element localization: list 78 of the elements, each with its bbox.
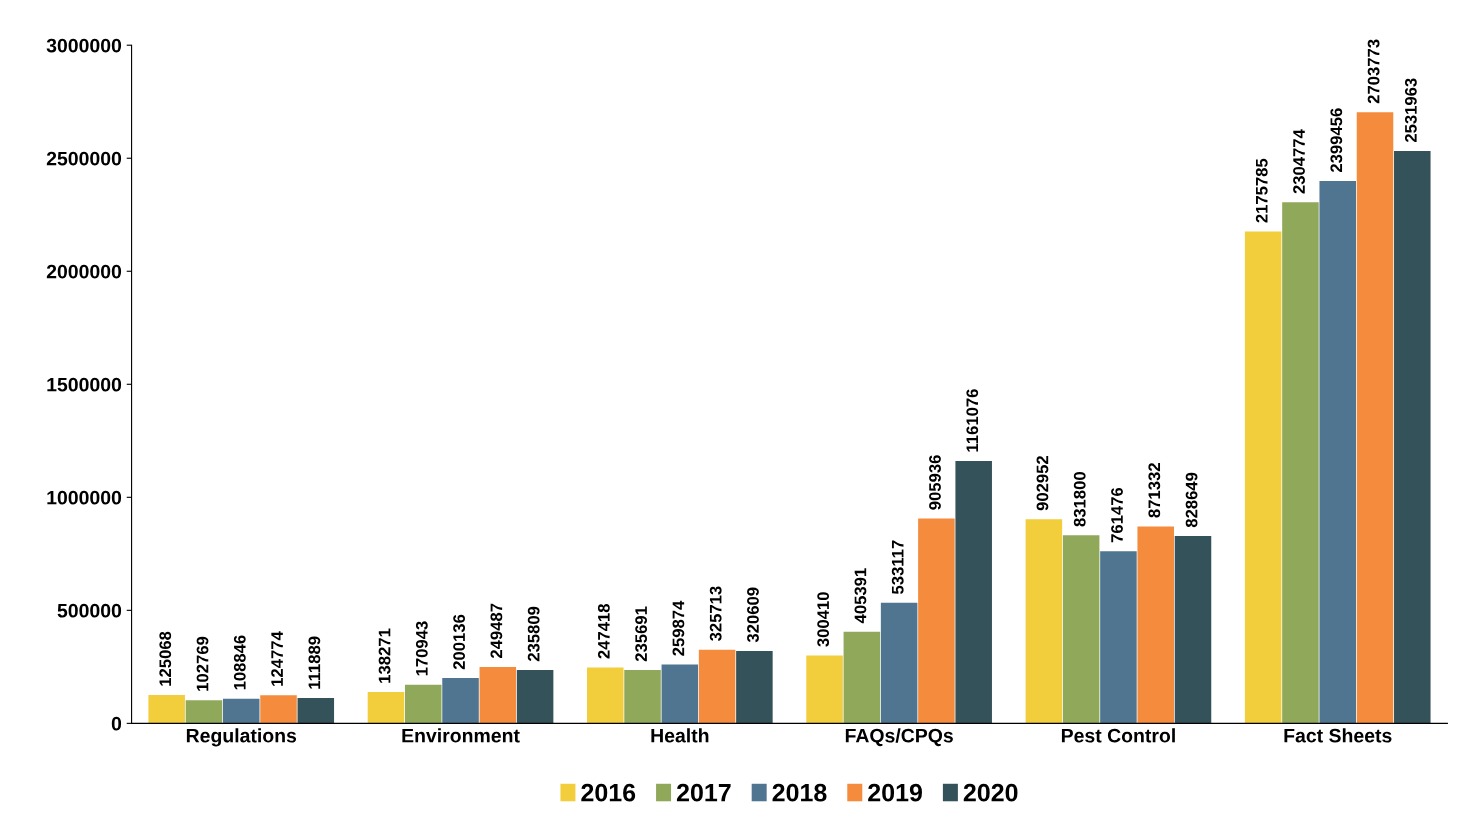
bar	[1100, 551, 1137, 724]
data-label: 2399456	[1330, 108, 1343, 173]
bar	[1174, 536, 1212, 724]
legend-label: 2018	[772, 783, 827, 802]
bar	[661, 664, 699, 724]
bar	[736, 650, 773, 724]
data-label: 761476	[1111, 487, 1123, 543]
data-label: 828649	[1185, 472, 1198, 528]
data-label: 102769	[196, 636, 209, 691]
bar	[806, 655, 843, 724]
data-label: 200136	[453, 614, 466, 670]
bar	[1062, 535, 1100, 724]
bar	[1025, 519, 1063, 724]
data-label: 831800	[1073, 472, 1086, 527]
bar	[1356, 112, 1394, 724]
bar	[843, 631, 881, 724]
data-label: 871332	[1148, 463, 1161, 518]
legend-label: 2016	[581, 783, 636, 802]
bar	[367, 692, 405, 724]
x-tick-label: Fact Sheets	[1284, 728, 1392, 743]
data-label: 325713	[709, 586, 722, 642]
data-label: 405391	[854, 568, 867, 624]
data-label: 2531963	[1404, 78, 1417, 143]
bar	[479, 666, 517, 724]
data-label: 905936	[929, 455, 941, 510]
bar	[1244, 231, 1282, 724]
y-tick-label: 0	[111, 716, 122, 731]
bar	[955, 460, 992, 724]
bar	[1282, 202, 1319, 724]
data-label: 2703773	[1367, 39, 1380, 104]
data-label: 320609	[747, 587, 759, 643]
bar	[1319, 180, 1356, 724]
data-label: 259874	[672, 600, 685, 656]
x-tick-label: FAQs/CPQs	[845, 728, 953, 747]
bar	[516, 670, 554, 724]
bar	[1137, 526, 1174, 724]
data-label: 300410	[817, 592, 830, 647]
y-tick-label: 2500000	[46, 151, 122, 166]
data-label: 2304774	[1293, 129, 1305, 194]
bar	[880, 602, 918, 724]
data-label: 249487	[490, 603, 503, 659]
data-label: 170943	[415, 621, 428, 676]
bar	[698, 649, 736, 724]
legend-label: 2017	[676, 783, 731, 802]
data-label: 138271	[378, 628, 391, 683]
y-tick-label: 1000000	[47, 490, 122, 505]
bar	[624, 670, 661, 724]
data-label: 247418	[597, 603, 610, 659]
data-label: 124774	[271, 631, 283, 686]
bar	[404, 684, 442, 724]
x-tick-label: Health	[651, 728, 709, 743]
data-label: 125068	[159, 631, 172, 686]
x-tick-label: Pest Control	[1061, 728, 1175, 743]
data-label: 111889	[308, 636, 321, 689]
bar	[297, 698, 335, 724]
y-tick-label: 1500000	[47, 377, 122, 392]
legend-label: 2020	[963, 783, 1018, 802]
x-tick-label: Regulations	[186, 728, 297, 747]
bar	[222, 698, 260, 724]
data-label: 902952	[1036, 455, 1049, 511]
bar	[1394, 151, 1431, 724]
bar	[918, 518, 955, 724]
data-label: 235809	[527, 606, 540, 662]
data-label: 533117	[891, 540, 904, 594]
bar	[260, 695, 297, 724]
y-tick-label: 2000000	[46, 264, 122, 279]
data-label: 108846	[233, 635, 246, 690]
bar	[148, 695, 185, 724]
x-tick-label: Environment	[402, 728, 520, 743]
y-tick-label: 3000000	[46, 38, 122, 53]
data-label: 2175785	[1255, 158, 1268, 223]
legend-label: 2019	[868, 783, 922, 802]
data-label: 1161076	[966, 389, 979, 452]
data-label: 235691	[635, 606, 648, 662]
bar	[587, 667, 624, 724]
bar	[185, 700, 223, 724]
y-tick-label: 500000	[57, 603, 122, 618]
bar	[442, 678, 479, 724]
